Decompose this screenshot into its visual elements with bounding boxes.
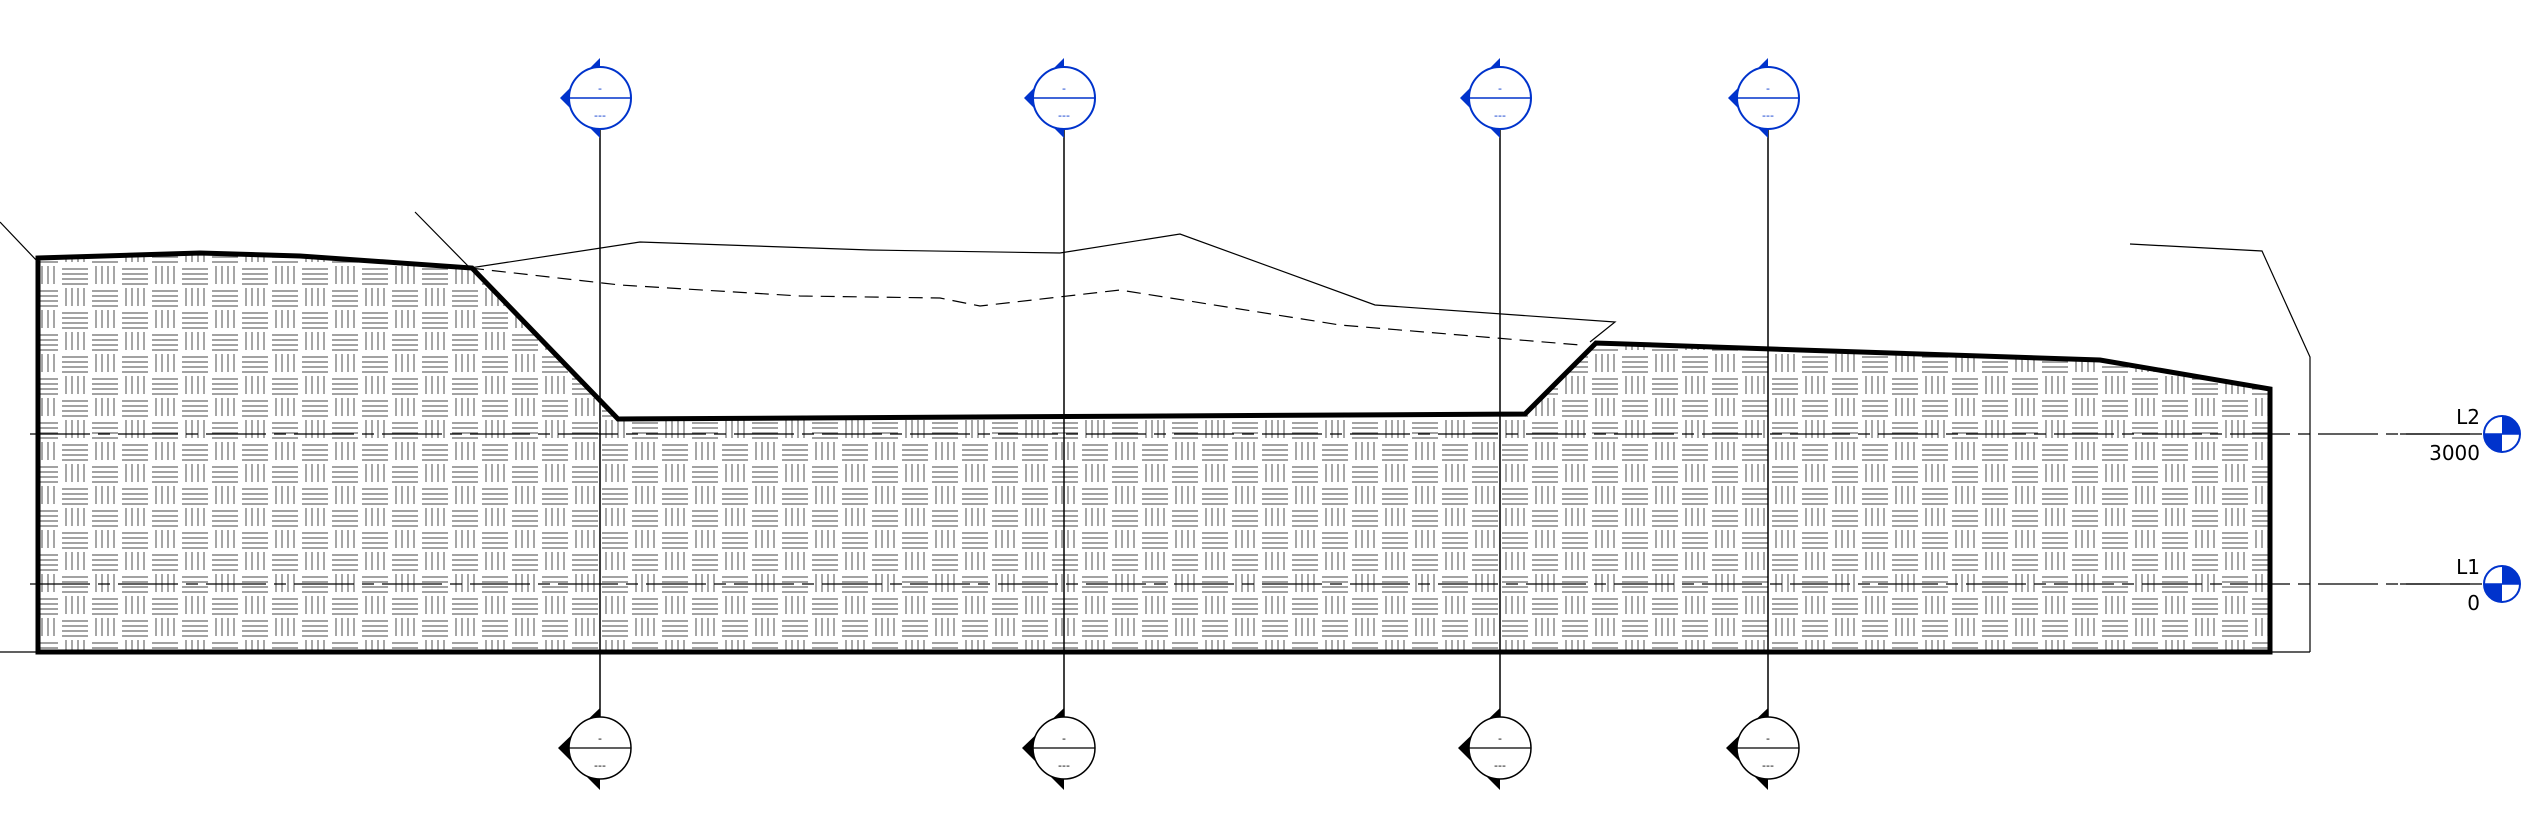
section-head-top-icon: - ---: [560, 58, 632, 138]
section-mark-4[interactable]: - --- - ---: [1726, 58, 1800, 790]
section-head-bottom-icon: - ---: [1458, 708, 1532, 790]
section-number-top: -: [598, 82, 602, 95]
section-number-top: -: [1498, 82, 1502, 95]
section-head-top-icon: - ---: [1460, 58, 1532, 138]
level-head-fill: [2502, 566, 2520, 584]
building-section: [35, 250, 2273, 655]
section-number-bottom: -: [1766, 732, 1770, 745]
section-number-top: -: [1062, 82, 1066, 95]
section-sheet-bottom: ---: [1494, 759, 1506, 772]
section-mark-3[interactable]: - --- - ---: [1458, 58, 1532, 790]
level-elevation-l2: 3000: [2429, 441, 2480, 465]
section-sheet-top: ---: [594, 109, 606, 122]
section-number-bottom: -: [1062, 732, 1066, 745]
section-head-top-icon: - ---: [1728, 58, 1800, 138]
level-marker-l1[interactable]: L1 0: [2456, 555, 2521, 615]
section-sheet-bottom: ---: [594, 759, 606, 772]
section-sheet-bottom: ---: [1058, 759, 1070, 772]
level-marker-l2[interactable]: L2 3000: [2429, 405, 2521, 465]
section-sheet-top: ---: [1494, 109, 1506, 122]
level-elevation-l1: 0: [2467, 591, 2480, 615]
section-marks: - --- - --- - ---: [558, 58, 1800, 790]
right-terrain-line: [2129, 243, 2311, 652]
section-mark-2[interactable]: - --- - ---: [1022, 58, 1096, 790]
section-sheet-top: ---: [1762, 109, 1774, 122]
section-mark-1[interactable]: - --- - ---: [558, 58, 632, 790]
section-number-top: -: [1766, 82, 1770, 95]
section-number-bottom: -: [598, 732, 602, 745]
section-head-bottom-icon: - ---: [558, 708, 632, 790]
upper-terrain-line: [414, 211, 1617, 343]
level-name-l1: L1: [2456, 555, 2480, 579]
level-lines: [30, 433, 2482, 585]
section-head-bottom-icon: - ---: [1022, 708, 1096, 790]
section-head-top-icon: - ---: [1024, 58, 1096, 138]
section-number-bottom: -: [1498, 732, 1502, 745]
level-name-l2: L2: [2456, 405, 2480, 429]
section-head-bottom-icon: - ---: [1726, 708, 1800, 790]
left-terrain-line: [0, 221, 39, 263]
dashed-terrain-line: [469, 267, 1581, 346]
level-head-fill: [2484, 584, 2502, 602]
section-sheet-bottom: ---: [1762, 759, 1774, 772]
level-head-fill: [2502, 416, 2520, 434]
level-head-fill: [2484, 434, 2502, 452]
section-sheet-top: ---: [1058, 109, 1070, 122]
